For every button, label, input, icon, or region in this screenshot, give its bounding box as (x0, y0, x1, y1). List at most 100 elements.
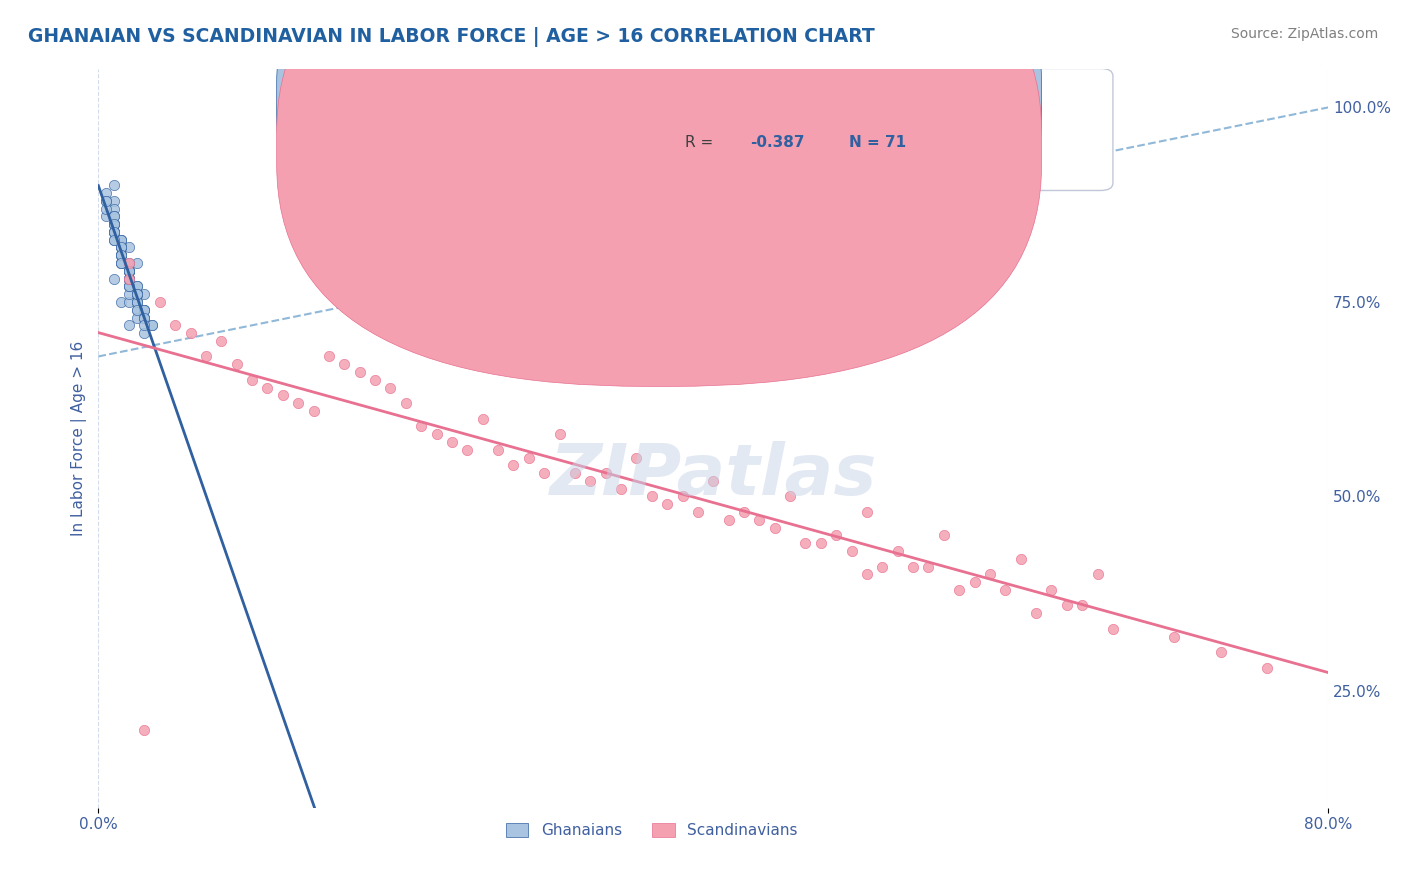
Point (110, 256, 132, 270)
Point (886, 544, 908, 558)
Point (901, 559, 924, 574)
Point (110, 240, 132, 254)
Point (763, 521, 786, 535)
Point (125, 302, 148, 317)
Point (118, 318, 141, 333)
Point (502, 458, 524, 473)
Legend: Ghanaians, Scandinavians: Ghanaians, Scandinavians (499, 817, 804, 845)
Point (1010, 551, 1032, 566)
Point (118, 256, 141, 270)
Point (118, 240, 141, 254)
Point (103, 217, 125, 231)
Point (134, 318, 156, 333)
Point (287, 396, 309, 410)
Point (194, 350, 217, 364)
Point (180, 326, 202, 340)
Point (456, 442, 478, 457)
Point (103, 178, 125, 193)
Point (110, 240, 132, 254)
Point (110, 248, 132, 262)
Point (994, 582, 1017, 597)
Point (134, 310, 156, 325)
Point (125, 287, 148, 301)
Text: GHANAIAN VS SCANDINAVIAN IN LABOR FORCE | AGE > 16 CORRELATION CHART: GHANAIAN VS SCANDINAVIAN IN LABOR FORCE … (28, 27, 875, 46)
Point (471, 411, 494, 425)
Point (118, 264, 141, 278)
Point (1071, 599, 1094, 613)
Point (94, 186, 117, 200)
Point (1025, 606, 1047, 620)
Point (626, 450, 648, 465)
Point (118, 295, 141, 310)
Point (125, 287, 148, 301)
FancyBboxPatch shape (621, 69, 1114, 191)
Point (209, 334, 232, 348)
Point (411, 419, 433, 434)
Point (810, 536, 832, 550)
Text: 0.149: 0.149 (751, 87, 799, 102)
Point (94, 194, 117, 208)
Point (395, 396, 418, 410)
Point (610, 482, 633, 496)
Point (110, 248, 132, 262)
Point (841, 544, 863, 558)
Text: Source: ZipAtlas.com: Source: ZipAtlas.com (1230, 27, 1378, 41)
Point (702, 474, 724, 488)
Point (103, 217, 125, 231)
Point (118, 264, 141, 278)
Point (103, 225, 125, 239)
Point (103, 194, 125, 208)
Point (1102, 622, 1125, 636)
Point (134, 302, 156, 317)
Point (517, 450, 540, 465)
Text: R =: R = (685, 135, 713, 150)
Point (110, 295, 132, 310)
Point (1256, 661, 1278, 675)
Point (548, 427, 571, 442)
Text: ZIPatlas: ZIPatlas (550, 441, 877, 509)
Point (856, 505, 879, 519)
Point (134, 302, 156, 317)
Point (748, 513, 770, 527)
Point (118, 271, 141, 285)
Point (963, 575, 986, 590)
Point (595, 466, 617, 480)
Point (125, 256, 148, 270)
Point (118, 264, 141, 278)
Point (125, 287, 148, 301)
Text: N = 83: N = 83 (849, 87, 905, 102)
Y-axis label: In Labor Force | Age > 16: In Labor Force | Age > 16 (72, 341, 87, 536)
Point (118, 264, 141, 278)
Point (380, 380, 402, 394)
Point (103, 225, 125, 239)
Point (271, 388, 294, 402)
Point (125, 279, 148, 293)
Point (110, 233, 132, 247)
Point (256, 380, 278, 394)
Text: R =: R = (685, 87, 713, 102)
Point (134, 287, 156, 301)
Point (118, 256, 141, 270)
Point (165, 318, 187, 333)
Point (110, 248, 132, 262)
Point (103, 217, 125, 231)
Point (125, 310, 148, 325)
Point (110, 233, 132, 247)
Point (794, 536, 817, 550)
Point (103, 225, 125, 239)
Point (134, 326, 156, 340)
Point (110, 233, 132, 247)
Point (103, 225, 125, 239)
Point (141, 318, 163, 333)
Point (110, 256, 132, 270)
FancyBboxPatch shape (277, 0, 1042, 386)
Point (125, 302, 148, 317)
Point (118, 271, 141, 285)
Point (118, 264, 141, 278)
Point (118, 271, 141, 285)
Point (118, 287, 141, 301)
Point (110, 256, 132, 270)
Point (103, 271, 125, 285)
Point (856, 567, 879, 582)
Point (641, 490, 664, 504)
